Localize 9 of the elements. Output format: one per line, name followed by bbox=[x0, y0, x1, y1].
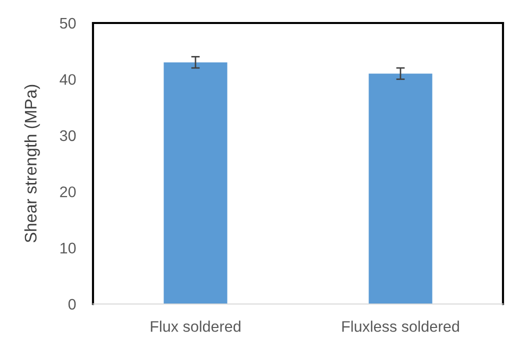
y-tick-label: 40 bbox=[60, 74, 76, 85]
x-tick-label: Fluxless soldered bbox=[342, 320, 459, 332]
y-tick-label: 10 bbox=[60, 242, 76, 254]
y-tick-label: 0 bbox=[68, 298, 76, 310]
y-tick-label: 30 bbox=[60, 130, 76, 142]
x-tick-label: Flux soldered bbox=[150, 320, 240, 332]
y-tick-label: 50 bbox=[60, 18, 76, 29]
y-tick-label: 20 bbox=[60, 186, 76, 198]
y-axis-title: Shear strength (MPa) bbox=[24, 84, 40, 242]
